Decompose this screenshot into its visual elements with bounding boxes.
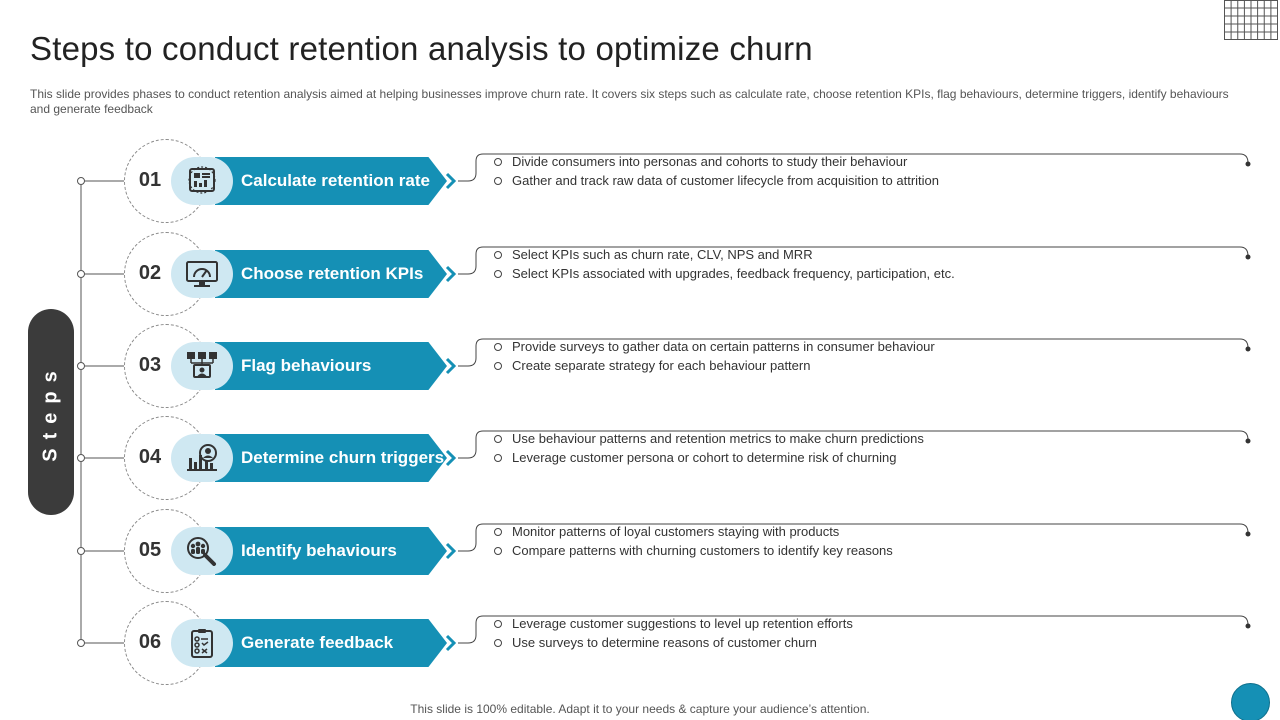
bullet-item: Use behaviour patterns and retention met… xyxy=(494,429,924,448)
step-banner xyxy=(215,527,447,575)
bullet-item: Gather and track raw data of customer li… xyxy=(494,171,939,190)
chevron-right-icon xyxy=(445,265,457,283)
step-bullet-list: Divide consumers into personas and cohor… xyxy=(494,152,939,190)
step-01: 01 Calculate retention rate Divide consume… xyxy=(0,139,1280,229)
chevron-right-icon xyxy=(445,357,457,375)
step-number: 05 xyxy=(138,539,162,561)
step-banner xyxy=(215,434,447,482)
step-icon-bubble xyxy=(171,619,233,667)
step-bullet-list: Monitor patterns of loyal customers stay… xyxy=(494,522,893,560)
bullet-item: Leverage customer persona or cohort to d… xyxy=(494,448,924,467)
bullet-item: Select KPIs associated with upgrades, fe… xyxy=(494,264,955,283)
bullet-item: Select KPIs such as churn rate, CLV, NPS… xyxy=(494,245,955,264)
bullet-item: Use surveys to determine reasons of cust… xyxy=(494,633,853,652)
step-banner xyxy=(215,342,447,390)
step-icon-bubble xyxy=(171,250,233,298)
step-label: Calculate retention rate xyxy=(241,171,430,190)
bullet-item: Divide consumers into personas and cohor… xyxy=(494,152,939,171)
chevron-right-icon xyxy=(445,542,457,560)
step-bullet-list: Provide surveys to gather data on certai… xyxy=(494,337,935,375)
step-04: 04 Determine churn triggers Use behaviour … xyxy=(0,416,1280,506)
step-bullet-list: Leverage customer suggestions to level u… xyxy=(494,614,853,652)
step-icon-bubble xyxy=(171,527,233,575)
grid-decoration xyxy=(1224,0,1278,40)
step-bullet-list: Select KPIs such as churn rate, CLV, NPS… xyxy=(494,245,955,283)
steps-side-label: Steps xyxy=(28,309,74,515)
step-03: 03 Flag behaviours Provide surveys to gath… xyxy=(0,324,1280,414)
step-06: 06 Generate feedback Leverage customer sug… xyxy=(0,601,1280,691)
bullet-item: Leverage customer suggestions to level u… xyxy=(494,614,853,633)
step-label: Choose retention KPIs xyxy=(241,264,424,283)
footer-note: This slide is 100% editable. Adapt it to… xyxy=(410,702,870,716)
step-banner xyxy=(215,157,447,205)
bullet-item: Create separate strategy for each behavi… xyxy=(494,356,935,375)
slide-title: Steps to conduct retention analysis to o… xyxy=(30,30,813,67)
step-icon-bubble xyxy=(171,157,233,205)
step-icon-bubble xyxy=(171,434,233,482)
bullet-item: Provide surveys to gather data on certai… xyxy=(494,337,935,356)
step-label: Identify behaviours xyxy=(241,541,397,560)
accent-dot xyxy=(1231,683,1270,720)
bullet-item: Compare patterns with churning customers… xyxy=(494,541,893,560)
step-label: Generate feedback xyxy=(241,633,394,652)
step-icon-bubble xyxy=(171,342,233,390)
chevron-right-icon xyxy=(445,634,457,652)
step-label: Flag behaviours xyxy=(241,356,372,375)
step-number: 03 xyxy=(138,354,162,376)
step-label: Determine churn triggers xyxy=(241,448,445,467)
step-02: 02 Choose retention KPIs Select KPIs such … xyxy=(0,232,1280,322)
chevron-right-icon xyxy=(445,172,457,190)
step-banner xyxy=(215,250,447,298)
step-number: 06 xyxy=(138,631,162,653)
step-banner xyxy=(215,619,447,667)
step-number: 04 xyxy=(138,446,162,468)
step-number: 01 xyxy=(138,169,162,191)
slide-subtitle: This slide provides phases to conduct re… xyxy=(30,87,1229,116)
step-bullet-list: Use behaviour patterns and retention met… xyxy=(494,429,924,467)
step-05: 05 Identify behaviours Monitor patterns of… xyxy=(0,509,1280,599)
chevron-right-icon xyxy=(445,449,457,467)
step-number: 02 xyxy=(138,262,162,284)
bullet-item: Monitor patterns of loyal customers stay… xyxy=(494,522,893,541)
